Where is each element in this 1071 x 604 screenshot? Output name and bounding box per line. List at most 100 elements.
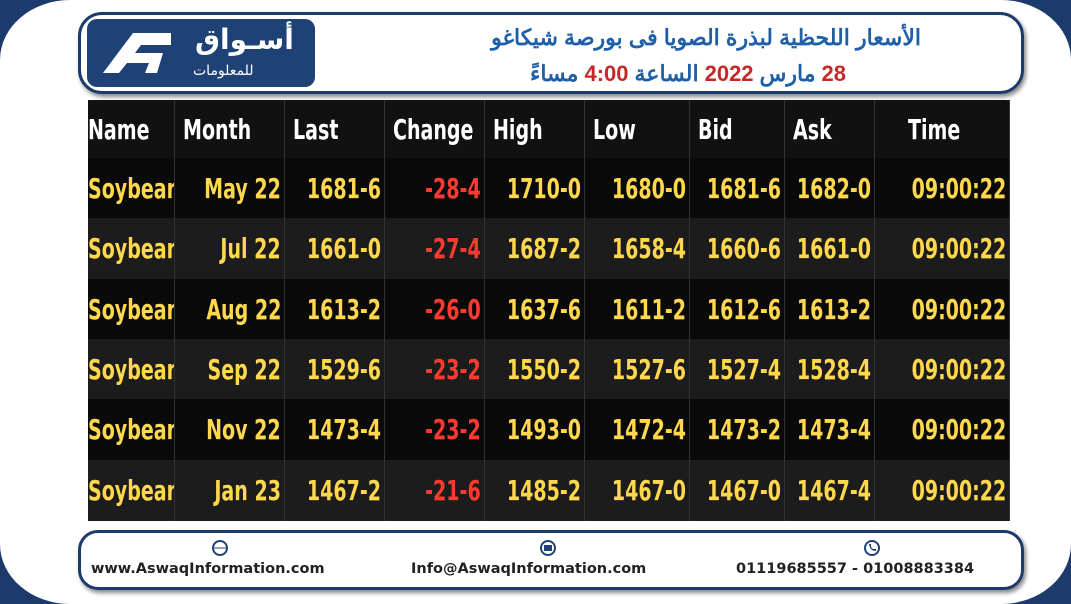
table-cell: 1485-2	[485, 459, 585, 521]
cell-text: Soybean	[88, 352, 175, 386]
cell-text: 1467-0	[611, 473, 686, 507]
table-cell: 1613-2	[785, 278, 875, 340]
column-header: Ask	[785, 100, 875, 158]
cell-text: 1710-0	[506, 172, 581, 205]
website: www.AswaqInformation.com	[91, 561, 325, 577]
cell-text: 1528-4	[796, 352, 871, 386]
table-cell: 09:00:22	[875, 278, 1010, 340]
subtitle-part: 28	[821, 61, 846, 86]
cell-text: 1661-0	[306, 232, 381, 266]
cell-text: 1493-0	[506, 413, 581, 447]
table-cell: Jan 23	[175, 459, 285, 521]
table-cell: 1472-4	[585, 399, 690, 461]
column-header-text: Last	[293, 112, 339, 146]
column-header: Bid	[690, 100, 785, 158]
cell-text: 09:00:22	[911, 232, 1006, 266]
table-cell: 1527-6	[585, 338, 690, 400]
cell-text: -21-6	[425, 473, 481, 507]
cell-text: -23-2	[425, 413, 481, 447]
table-cell: 1473-2	[690, 399, 785, 461]
web-icon	[212, 540, 228, 556]
table-cell: 1613-2	[285, 278, 385, 340]
column-header: Time	[875, 100, 1010, 158]
table-cell: 09:00:22	[875, 338, 1010, 400]
cell-text: 1660-6	[706, 232, 781, 266]
table-cell: 1550-2	[485, 338, 585, 400]
table-cell: 1661-0	[285, 218, 385, 280]
cell-text: 1485-2	[506, 473, 581, 507]
cell-text: 1527-4	[706, 352, 781, 386]
table-cell: 1611-2	[585, 278, 690, 340]
cell-text: -28-4	[425, 172, 481, 205]
cell-text: Soybean	[88, 413, 175, 447]
table-cell: 1687-2	[485, 218, 585, 280]
table-cell: 1660-6	[690, 218, 785, 280]
cell-text: Soybean	[88, 473, 175, 507]
cell-text: Aug 22	[205, 292, 281, 326]
table-cell: 1467-4	[785, 459, 875, 521]
cell-text: 1612-6	[706, 292, 781, 326]
cell-text: 1467-2	[306, 473, 381, 507]
cell-text: 1681-6	[706, 172, 781, 205]
column-header-text: Bid	[698, 112, 733, 146]
table: Name Month Last Change High Low Bid Ask Time Soyb…	[88, 100, 1010, 521]
cell-text: -27-4	[425, 232, 481, 266]
cell-text: 09:00:22	[911, 413, 1006, 447]
table-cell: Nov 22	[175, 399, 285, 461]
cell-text: -26-0	[425, 292, 481, 326]
table-row: Soybean Nov 22 1473-4 -23-2 1493-0 1472-4 1473…	[88, 399, 1010, 461]
table-row: Soybean Jul 22 1661-0 -27-4 1687-2 1658-4 1660…	[88, 218, 1010, 280]
table-cell: 1467-2	[285, 459, 385, 521]
table-cell: 1680-0	[585, 158, 690, 219]
header-row: Name Month Last Change High Low Bid Ask Time	[88, 100, 1010, 158]
table-cell: Soybean	[88, 399, 175, 461]
subtitle-part: 4:00	[584, 61, 629, 86]
cell-text: 1472-4	[611, 413, 686, 447]
table-cell: 1681-6	[690, 158, 785, 219]
table-cell: 1467-0	[585, 459, 690, 521]
column-header: Month	[175, 100, 285, 158]
table-cell: 1637-6	[485, 278, 585, 340]
cell-text: 09:00:22	[911, 172, 1006, 205]
column-header: Low	[585, 100, 690, 158]
table-row: Soybean Jan 23 1467-2 -21-6 1485-2 1467-0 1467…	[88, 459, 1010, 521]
table-row: Soybean Sep 22 1529-6 -23-2 1550-2 1527-6 1527…	[88, 338, 1010, 400]
table-cell: Soybean	[88, 459, 175, 521]
cell-text: 1467-0	[706, 473, 781, 507]
cell-text: 1473-2	[706, 413, 781, 447]
table-cell: -27-4	[385, 218, 485, 280]
logo-icon	[103, 33, 171, 73]
cell-text: 09:00:22	[911, 292, 1006, 326]
table-cell: Jul 22	[175, 218, 285, 280]
cell-text: Soybean	[88, 232, 175, 266]
table-cell: 1612-6	[690, 278, 785, 340]
column-header-text: Change	[393, 112, 474, 146]
table-row: Soybean May 22 1681-6 -28-4 1710-0 1680-0 1681…	[88, 158, 1010, 219]
column-header-text: High	[493, 112, 543, 146]
subtitle-part: الساعة	[634, 61, 699, 86]
table-cell: 1658-4	[585, 218, 690, 280]
cell-text: 09:00:22	[911, 473, 1006, 507]
cell-text: Jul 22	[220, 232, 281, 266]
cell-text: 1661-0	[796, 232, 871, 266]
subtitle-part: مارس	[759, 61, 816, 86]
table-cell: 1527-4	[690, 338, 785, 400]
cell-text: 1687-2	[506, 232, 581, 266]
table-cell: 1682-0	[785, 158, 875, 219]
phone: 01119685557 - 01008883384	[736, 561, 975, 577]
column-header-text: Low	[593, 112, 636, 146]
cell-text: Sep 22	[207, 352, 281, 386]
table-cell: Sep 22	[175, 338, 285, 400]
cell-text: 1682-0	[796, 172, 871, 205]
cell-text: 1613-2	[796, 292, 871, 326]
title: الأسعار اللحظية لبذرة الصويا فى بورصة شي…	[491, 25, 921, 50]
subtitle: 28مارس2022الساعة4:00مساءً	[524, 61, 846, 87]
table-cell: 1681-6	[285, 158, 385, 219]
cell-text: 1658-4	[611, 232, 686, 266]
column-header-text: Name	[88, 112, 150, 146]
column-header: Name	[88, 100, 175, 158]
table-cell: 09:00:22	[875, 459, 1010, 521]
email: Info@AswaqInformation.com	[411, 561, 647, 577]
table-cell: Soybean	[88, 158, 175, 219]
